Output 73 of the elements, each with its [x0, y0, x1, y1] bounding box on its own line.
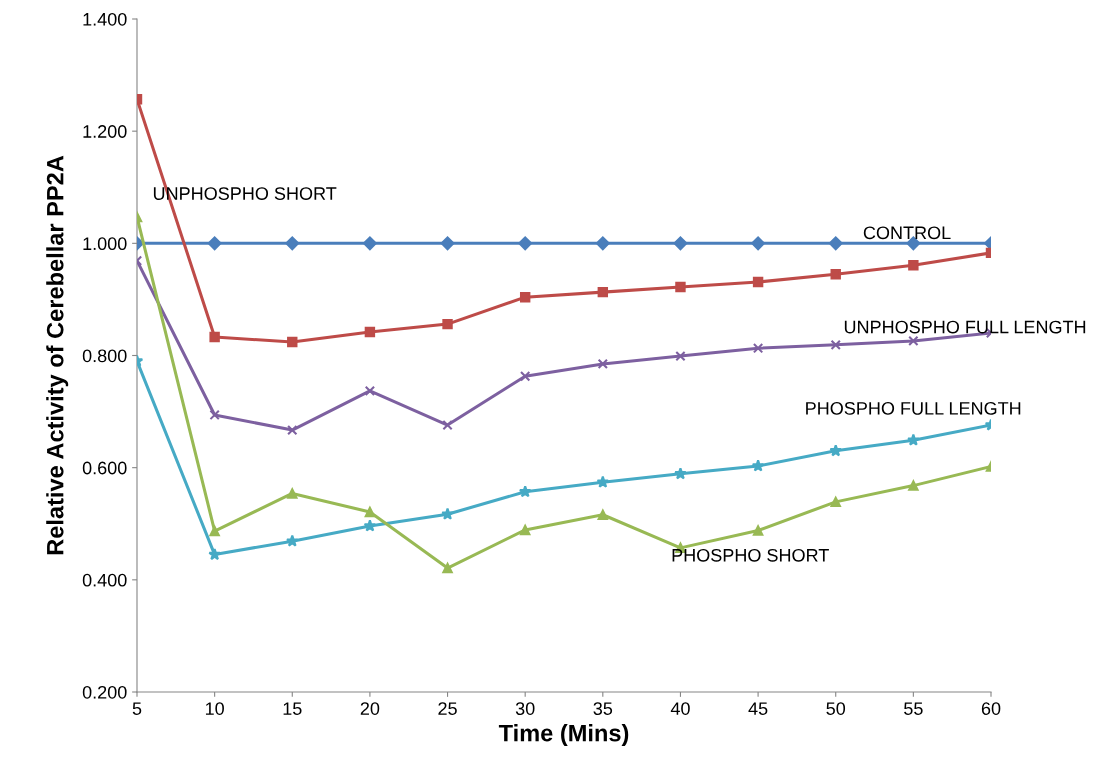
point — [442, 562, 453, 574]
point — [285, 236, 300, 251]
point — [597, 358, 609, 370]
point — [751, 459, 765, 472]
point — [829, 444, 843, 457]
point — [518, 485, 532, 498]
point — [364, 326, 376, 338]
x-tick-label: 20 — [360, 702, 380, 715]
x-tick-label: 30 — [515, 702, 535, 715]
point — [675, 350, 686, 362]
point — [285, 534, 299, 547]
x-tick-label: 60 — [981, 702, 1001, 715]
point — [828, 236, 843, 251]
y-axis-title: Relative Activity of Cerebellar PP2A — [46, 155, 69, 555]
series-label: PHOSPHO FULL LENGTH — [806, 401, 1021, 415]
point — [519, 371, 531, 382]
point — [597, 509, 609, 520]
point — [675, 281, 686, 293]
point — [440, 236, 455, 251]
x-tick-label: 10 — [205, 702, 224, 715]
point — [364, 506, 376, 518]
point — [673, 236, 688, 251]
point — [363, 519, 377, 532]
point — [519, 291, 531, 303]
point — [287, 424, 298, 436]
y-tick-label: 1.200 — [83, 125, 127, 138]
x-tick-label: 55 — [904, 702, 923, 715]
x-tick-label: 25 — [438, 702, 457, 715]
point — [830, 339, 841, 351]
y-tick-label: 0.800 — [82, 349, 127, 363]
x-tick-label: 50 — [826, 702, 846, 715]
x-tick-label: 5 — [132, 702, 142, 715]
point — [362, 236, 377, 251]
point — [752, 525, 764, 536]
x-tick-label: 45 — [748, 702, 768, 715]
point — [595, 236, 610, 251]
y-tick-label: 0.200 — [82, 685, 127, 699]
point — [907, 433, 920, 446]
point — [209, 331, 220, 343]
x-tick-label: 40 — [670, 702, 690, 715]
point — [442, 318, 453, 330]
point — [208, 548, 221, 561]
point — [830, 496, 841, 508]
point — [908, 335, 919, 347]
point — [752, 276, 764, 288]
point — [597, 286, 609, 298]
point — [518, 236, 533, 251]
x-axis-title: Time (Mins) — [498, 724, 629, 747]
point — [364, 385, 376, 397]
series-label: PHOSPHO SHORT — [672, 548, 829, 562]
point — [442, 419, 453, 431]
y-tick-label: 1.000 — [83, 237, 127, 251]
point — [207, 236, 222, 251]
point — [596, 475, 610, 488]
series-label: UNPHOSPHO FULL LENGTH — [844, 320, 1086, 334]
point — [674, 467, 687, 480]
series-label: CONTROL — [863, 226, 951, 240]
point — [908, 480, 919, 491]
point — [209, 525, 220, 537]
point — [519, 524, 531, 536]
x-tick-label: 15 — [283, 702, 302, 715]
point — [752, 343, 764, 354]
point — [287, 336, 298, 348]
point — [830, 268, 841, 280]
point — [441, 507, 454, 520]
y-tick-label: 1.400 — [83, 12, 127, 26]
x-tick-label: 35 — [593, 702, 613, 715]
point — [287, 488, 298, 499]
y-tick-label: 0.400 — [82, 573, 127, 587]
point — [751, 236, 766, 251]
y-tick-label: 0.600 — [82, 461, 127, 475]
point — [209, 409, 220, 421]
point — [908, 260, 919, 271]
